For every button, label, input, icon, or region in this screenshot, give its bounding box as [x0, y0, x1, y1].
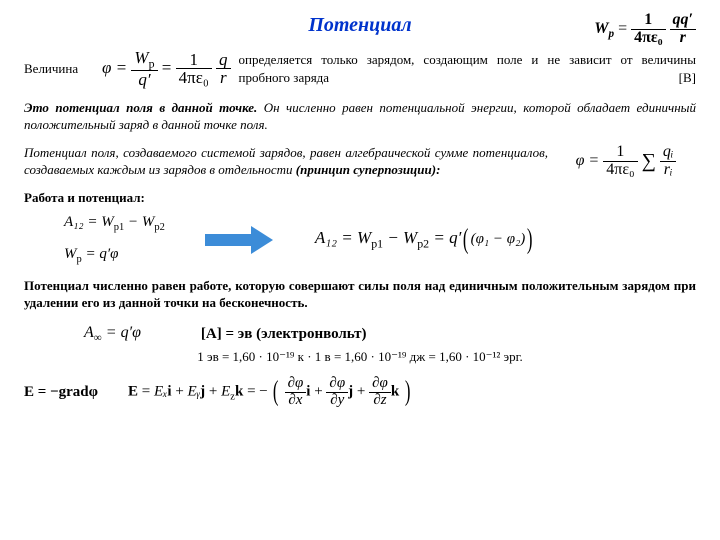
heading-work: Работа и потенциал: — [24, 189, 696, 207]
work-left-formulas: A₁₂ = Wp1 − Wp2 Wp = q′φ — [64, 212, 165, 266]
superposition-row: Потенциал поля, создаваемого системой за… — [24, 144, 696, 179]
unit-a-label: [А] = эв (электронвольт) — [201, 324, 367, 344]
a-infinity-formula: A∞ = q′φ — [84, 322, 141, 346]
definition-text: определяется только зарядом, создающим п… — [239, 51, 696, 86]
para-potential: Это потенциал поля в данной точке. Он чи… — [24, 99, 696, 134]
ev-conversion: 1 эв = 1,60 · 10⁻¹⁹ к · 1 в = 1,60 · 10⁻… — [24, 348, 696, 366]
work-right-formula: A₁₂ = Wp1 − Wp2 = q′((φ₁ − φ₂)) — [315, 227, 535, 251]
arrow-icon — [205, 229, 275, 251]
phi-formula: φ = Wpq′ = 14πε₀ qr — [102, 49, 231, 89]
velichina-label: Величина — [24, 60, 94, 78]
grad-expanded: E = Eₓi + Eᵧj + Ezk = − ( ∂φ∂xi + ∂φ∂yj … — [128, 376, 412, 409]
para-superposition: Потенциал поля, создаваемого системой за… — [24, 144, 548, 179]
gradient-row: E = −gradφ E = Eₓi + Eᵧj + Ezk = − ( ∂φ∂… — [24, 376, 696, 409]
superposition-formula: φ = 14πε₀ ∑ qᵢrᵢ — [556, 144, 696, 179]
para-work-meaning: Потенциал численно равен работе, которую… — [24, 277, 696, 312]
definition-row: Величина φ = Wpq′ = 14πε₀ qr определяетс… — [24, 49, 696, 89]
work-row: A₁₂ = Wp1 − Wp2 Wp = q′φ A₁₂ = Wp1 − Wp2… — [24, 212, 696, 266]
top-formula: Wp = 14πε₀ qq′r — [594, 12, 696, 47]
grad-short: E = −gradφ — [24, 382, 98, 402]
ainf-row: A∞ = q′φ [А] = эв (электронвольт) — [24, 322, 696, 346]
